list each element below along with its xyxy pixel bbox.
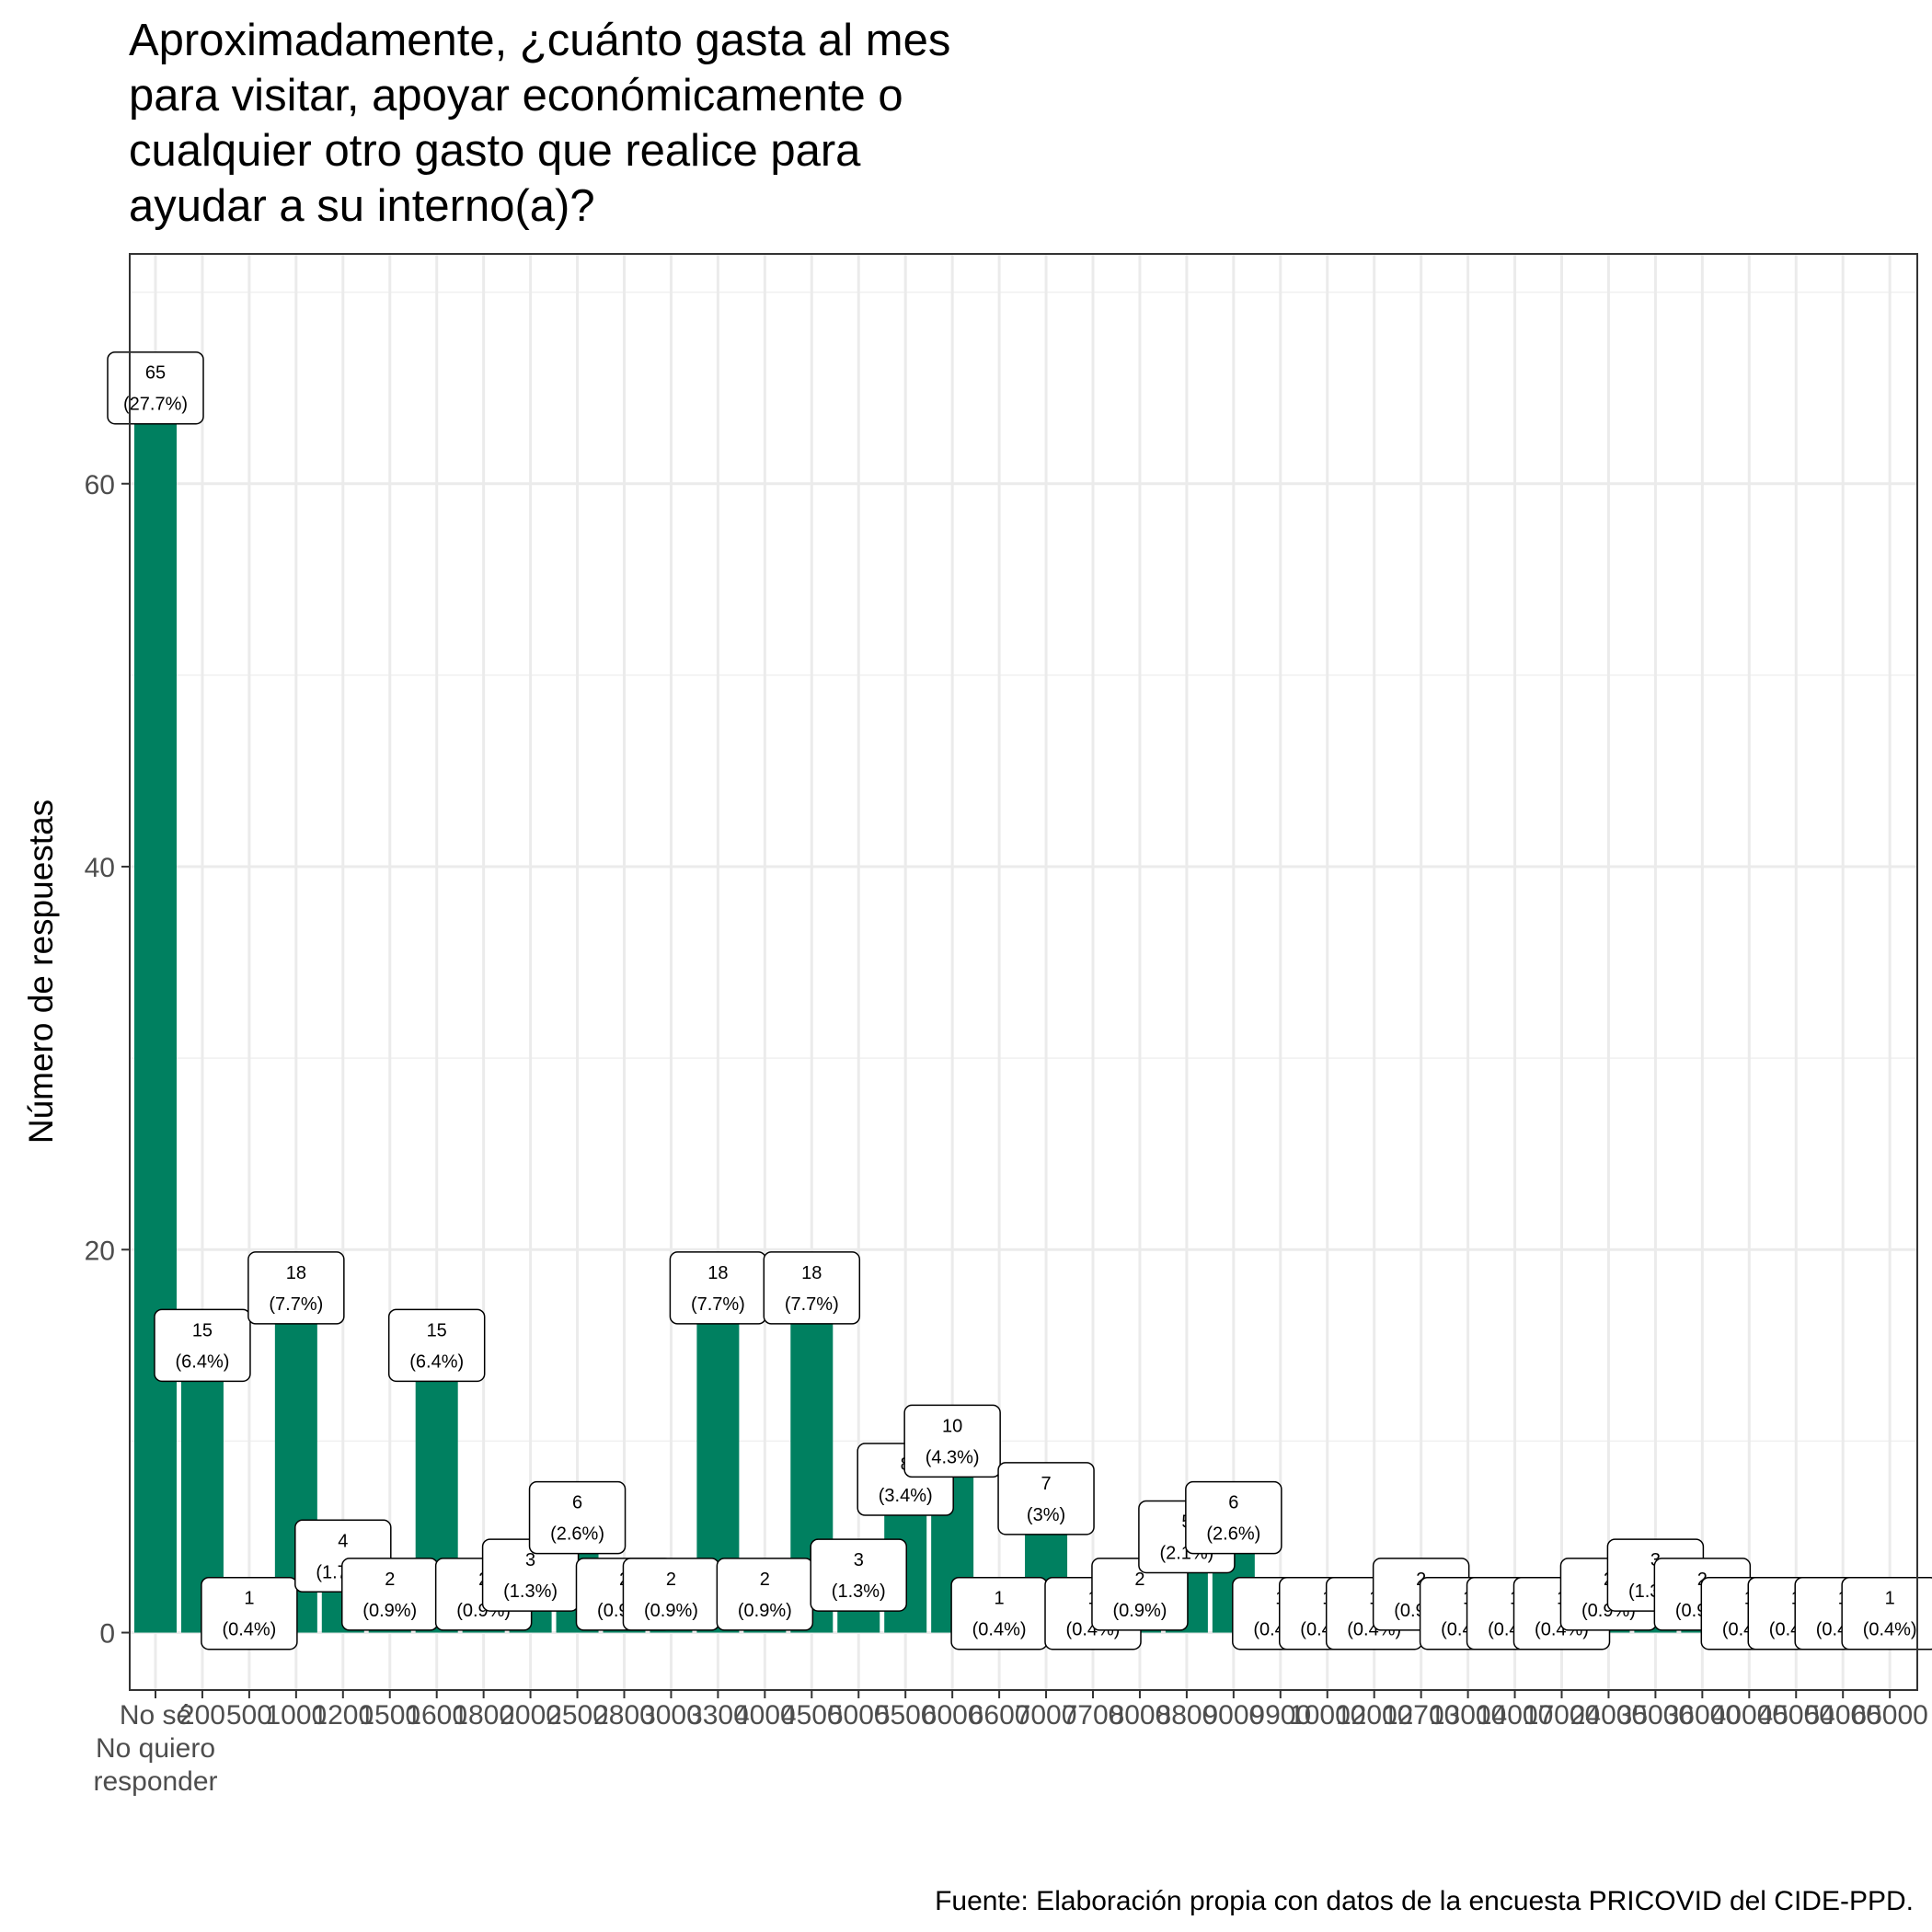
data-label-text: 4 bbox=[338, 1531, 348, 1551]
title-line-4: ayudar a su interno(a)? bbox=[129, 181, 595, 231]
data-label-text: 18 bbox=[707, 1263, 728, 1283]
data-label: 18 (7.7%) bbox=[248, 1252, 344, 1324]
data-label-text: 1 bbox=[244, 1589, 254, 1609]
data-label: 1 (0.4%) bbox=[201, 1578, 297, 1650]
data-label-text: (0.9%) bbox=[644, 1601, 698, 1621]
data-label: 2 (0.9%) bbox=[623, 1558, 719, 1630]
y-tick-label: 60 bbox=[85, 470, 115, 500]
data-label-text: 10 bbox=[942, 1416, 962, 1436]
data-label-text: (3%) bbox=[1027, 1505, 1065, 1525]
data-label-text: 7 bbox=[1041, 1474, 1051, 1494]
data-label-text: 1 bbox=[1885, 1589, 1895, 1609]
data-label-text: 18 bbox=[286, 1263, 306, 1283]
data-label-text: 2 bbox=[666, 1570, 676, 1590]
data-label-text: 6 bbox=[572, 1493, 582, 1513]
data-label-text: (4.3%) bbox=[926, 1447, 980, 1467]
data-label: 1 (0.4%) bbox=[951, 1578, 1047, 1650]
data-label-text: 15 bbox=[192, 1320, 213, 1340]
data-label: 2 (0.9%) bbox=[342, 1558, 438, 1630]
data-label-text: (0.4%) bbox=[222, 1620, 276, 1640]
data-label-text: (7.7%) bbox=[691, 1294, 745, 1315]
data-label: 15 (6.4%) bbox=[389, 1309, 485, 1381]
y-tick-label: 20 bbox=[85, 1236, 115, 1266]
data-label-text: 15 bbox=[427, 1320, 447, 1340]
data-label-text: (2.6%) bbox=[550, 1524, 604, 1545]
data-label: 65 (27.7%) bbox=[108, 352, 203, 424]
data-label-text: (6.4%) bbox=[409, 1351, 464, 1372]
data-label-text: (7.7%) bbox=[269, 1294, 323, 1315]
data-label-text: (1.3%) bbox=[503, 1581, 558, 1602]
y-tick-label: 40 bbox=[85, 853, 115, 883]
data-label: 2 (0.9%) bbox=[717, 1558, 812, 1630]
x-axis: No séNo quieroresponder20050010001200150… bbox=[93, 1690, 1927, 1797]
x-tick-label: 200 bbox=[179, 1700, 225, 1731]
data-label-text: (0.9%) bbox=[738, 1601, 792, 1621]
data-label: 1 (0.4%) bbox=[1842, 1578, 1932, 1650]
bar bbox=[134, 388, 177, 1633]
data-label-text: 65 bbox=[145, 363, 166, 384]
y-tick-label: 0 bbox=[99, 1619, 115, 1650]
data-label: 3 (1.3%) bbox=[811, 1539, 906, 1611]
data-label: 18 (7.7%) bbox=[670, 1252, 765, 1324]
data-label-text: 2 bbox=[760, 1570, 770, 1590]
data-label-text: 3 bbox=[854, 1550, 864, 1570]
data-label-text: (2.6%) bbox=[1206, 1524, 1260, 1545]
data-label-text: (7.7%) bbox=[785, 1294, 839, 1315]
data-label-text: (0.9%) bbox=[1112, 1601, 1167, 1621]
data-label: 7 (3%) bbox=[998, 1463, 1094, 1535]
data-label: 6 (2.6%) bbox=[1186, 1482, 1282, 1554]
data-label-text: (6.4%) bbox=[175, 1351, 229, 1372]
title-line-1: Aproximadamente, ¿cuánto gasta al mes bbox=[129, 16, 950, 65]
data-label-text: 6 bbox=[1228, 1493, 1238, 1513]
source-caption: Fuente: Elaboración propia con datos de … bbox=[935, 1886, 1914, 1916]
data-label-text: 1 bbox=[995, 1589, 1005, 1609]
data-label: 6 (2.6%) bbox=[530, 1482, 626, 1554]
title-line-2: para visitar, apoyar económicamente o bbox=[129, 71, 903, 121]
data-label-text: 2 bbox=[385, 1570, 395, 1590]
chart-title: Aproximadamente, ¿cuánto gasta al mes pa… bbox=[129, 16, 950, 231]
x-tick-label: 65000 bbox=[1851, 1700, 1927, 1731]
title-line-3: cualquier otro gasto que realice para bbox=[129, 126, 861, 176]
data-label: 15 (6.4%) bbox=[155, 1309, 250, 1381]
data-label-text: (27.7%) bbox=[123, 395, 188, 415]
data-label-text: (0.9%) bbox=[362, 1601, 417, 1621]
data-label-text: (0.4%) bbox=[1863, 1620, 1917, 1640]
y-axis-label: Número de respuestas bbox=[22, 799, 60, 1144]
data-label: 18 (7.7%) bbox=[764, 1252, 859, 1324]
data-label: 10 (4.3%) bbox=[904, 1405, 1000, 1477]
data-label-text: 18 bbox=[801, 1263, 822, 1283]
data-label-text: (3.4%) bbox=[879, 1486, 933, 1506]
data-label-text: (0.4%) bbox=[972, 1620, 1027, 1640]
data-label-text: (1.3%) bbox=[832, 1581, 886, 1602]
y-axis: 0 20 40 60 bbox=[85, 470, 130, 1650]
